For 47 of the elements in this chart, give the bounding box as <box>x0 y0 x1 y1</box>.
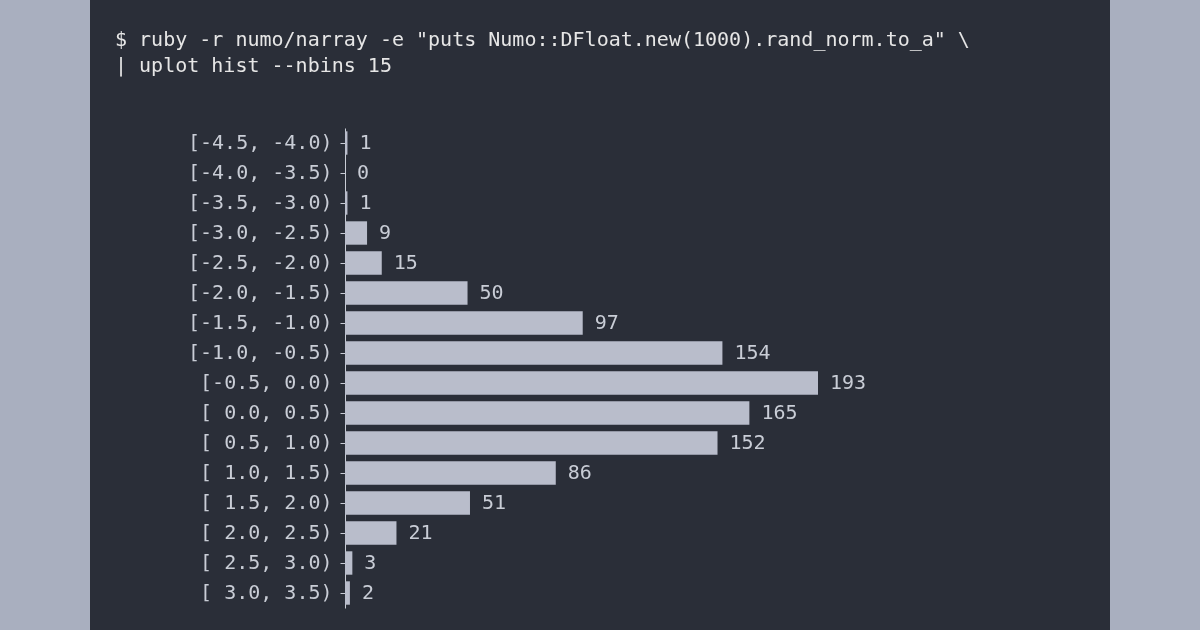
bar <box>345 491 470 515</box>
bar <box>345 371 818 395</box>
data-label: 0 <box>357 160 370 184</box>
y-tick-label: [ 3.0, 3.5) <box>200 580 333 604</box>
bar <box>345 431 718 455</box>
y-tick-label: [ 2.0, 2.5) <box>200 520 333 544</box>
data-label: 1 <box>359 190 372 214</box>
y-tick-label: [-3.0, -2.5) <box>188 220 333 244</box>
y-tick-label: [-1.5, -1.0) <box>188 310 333 334</box>
data-label: 15 <box>393 250 418 274</box>
y-tick-label: [-4.5, -4.0) <box>188 130 333 154</box>
y-tick-label: [ 1.5, 2.0) <box>200 490 333 514</box>
data-label: 193 <box>830 370 867 394</box>
chart-title: $ ruby -r numo/narray -e "puts Numo::DFloat.new(1000).rand_norm.to_a" \ <box>115 27 970 51</box>
bar <box>345 281 468 305</box>
bar <box>345 311 583 335</box>
data-label: 152 <box>729 430 766 454</box>
y-tick-label: [-2.0, -1.5) <box>188 280 333 304</box>
y-tick-label: [ 1.0, 1.5) <box>200 460 333 484</box>
bar <box>345 461 556 485</box>
bar <box>345 341 723 365</box>
data-label: 2 <box>361 580 374 604</box>
data-label: 21 <box>408 520 433 544</box>
data-label: 154 <box>734 340 771 364</box>
bar <box>345 251 382 275</box>
bar <box>345 221 368 245</box>
data-label: 165 <box>761 400 798 424</box>
y-tick-label: [-0.5, 0.0) <box>200 370 333 394</box>
bar <box>345 401 750 425</box>
y-tick-label: [-2.5, -2.0) <box>188 250 333 274</box>
data-label: 9 <box>379 220 392 244</box>
data-label: 1 <box>359 130 372 154</box>
data-label: 3 <box>364 550 377 574</box>
chart-subtitle: | uplot hist --nbins 15 <box>115 53 392 77</box>
y-tick-label: [-4.0, -3.5) <box>188 160 333 184</box>
bar <box>345 551 353 575</box>
bar <box>345 581 350 605</box>
data-label: 51 <box>481 490 507 514</box>
bar <box>345 521 397 545</box>
y-tick-label: [-3.5, -3.0) <box>188 190 333 214</box>
y-tick-label: [ 0.0, 0.5) <box>200 400 333 424</box>
y-tick-label: [ 2.5, 3.0) <box>200 550 333 574</box>
y-tick-label: [-1.0, -0.5) <box>188 340 333 364</box>
data-label: 50 <box>479 280 504 304</box>
data-label: 97 <box>594 310 619 334</box>
data-label: 86 <box>567 460 592 484</box>
y-tick-label: [ 0.5, 1.0) <box>200 430 333 454</box>
